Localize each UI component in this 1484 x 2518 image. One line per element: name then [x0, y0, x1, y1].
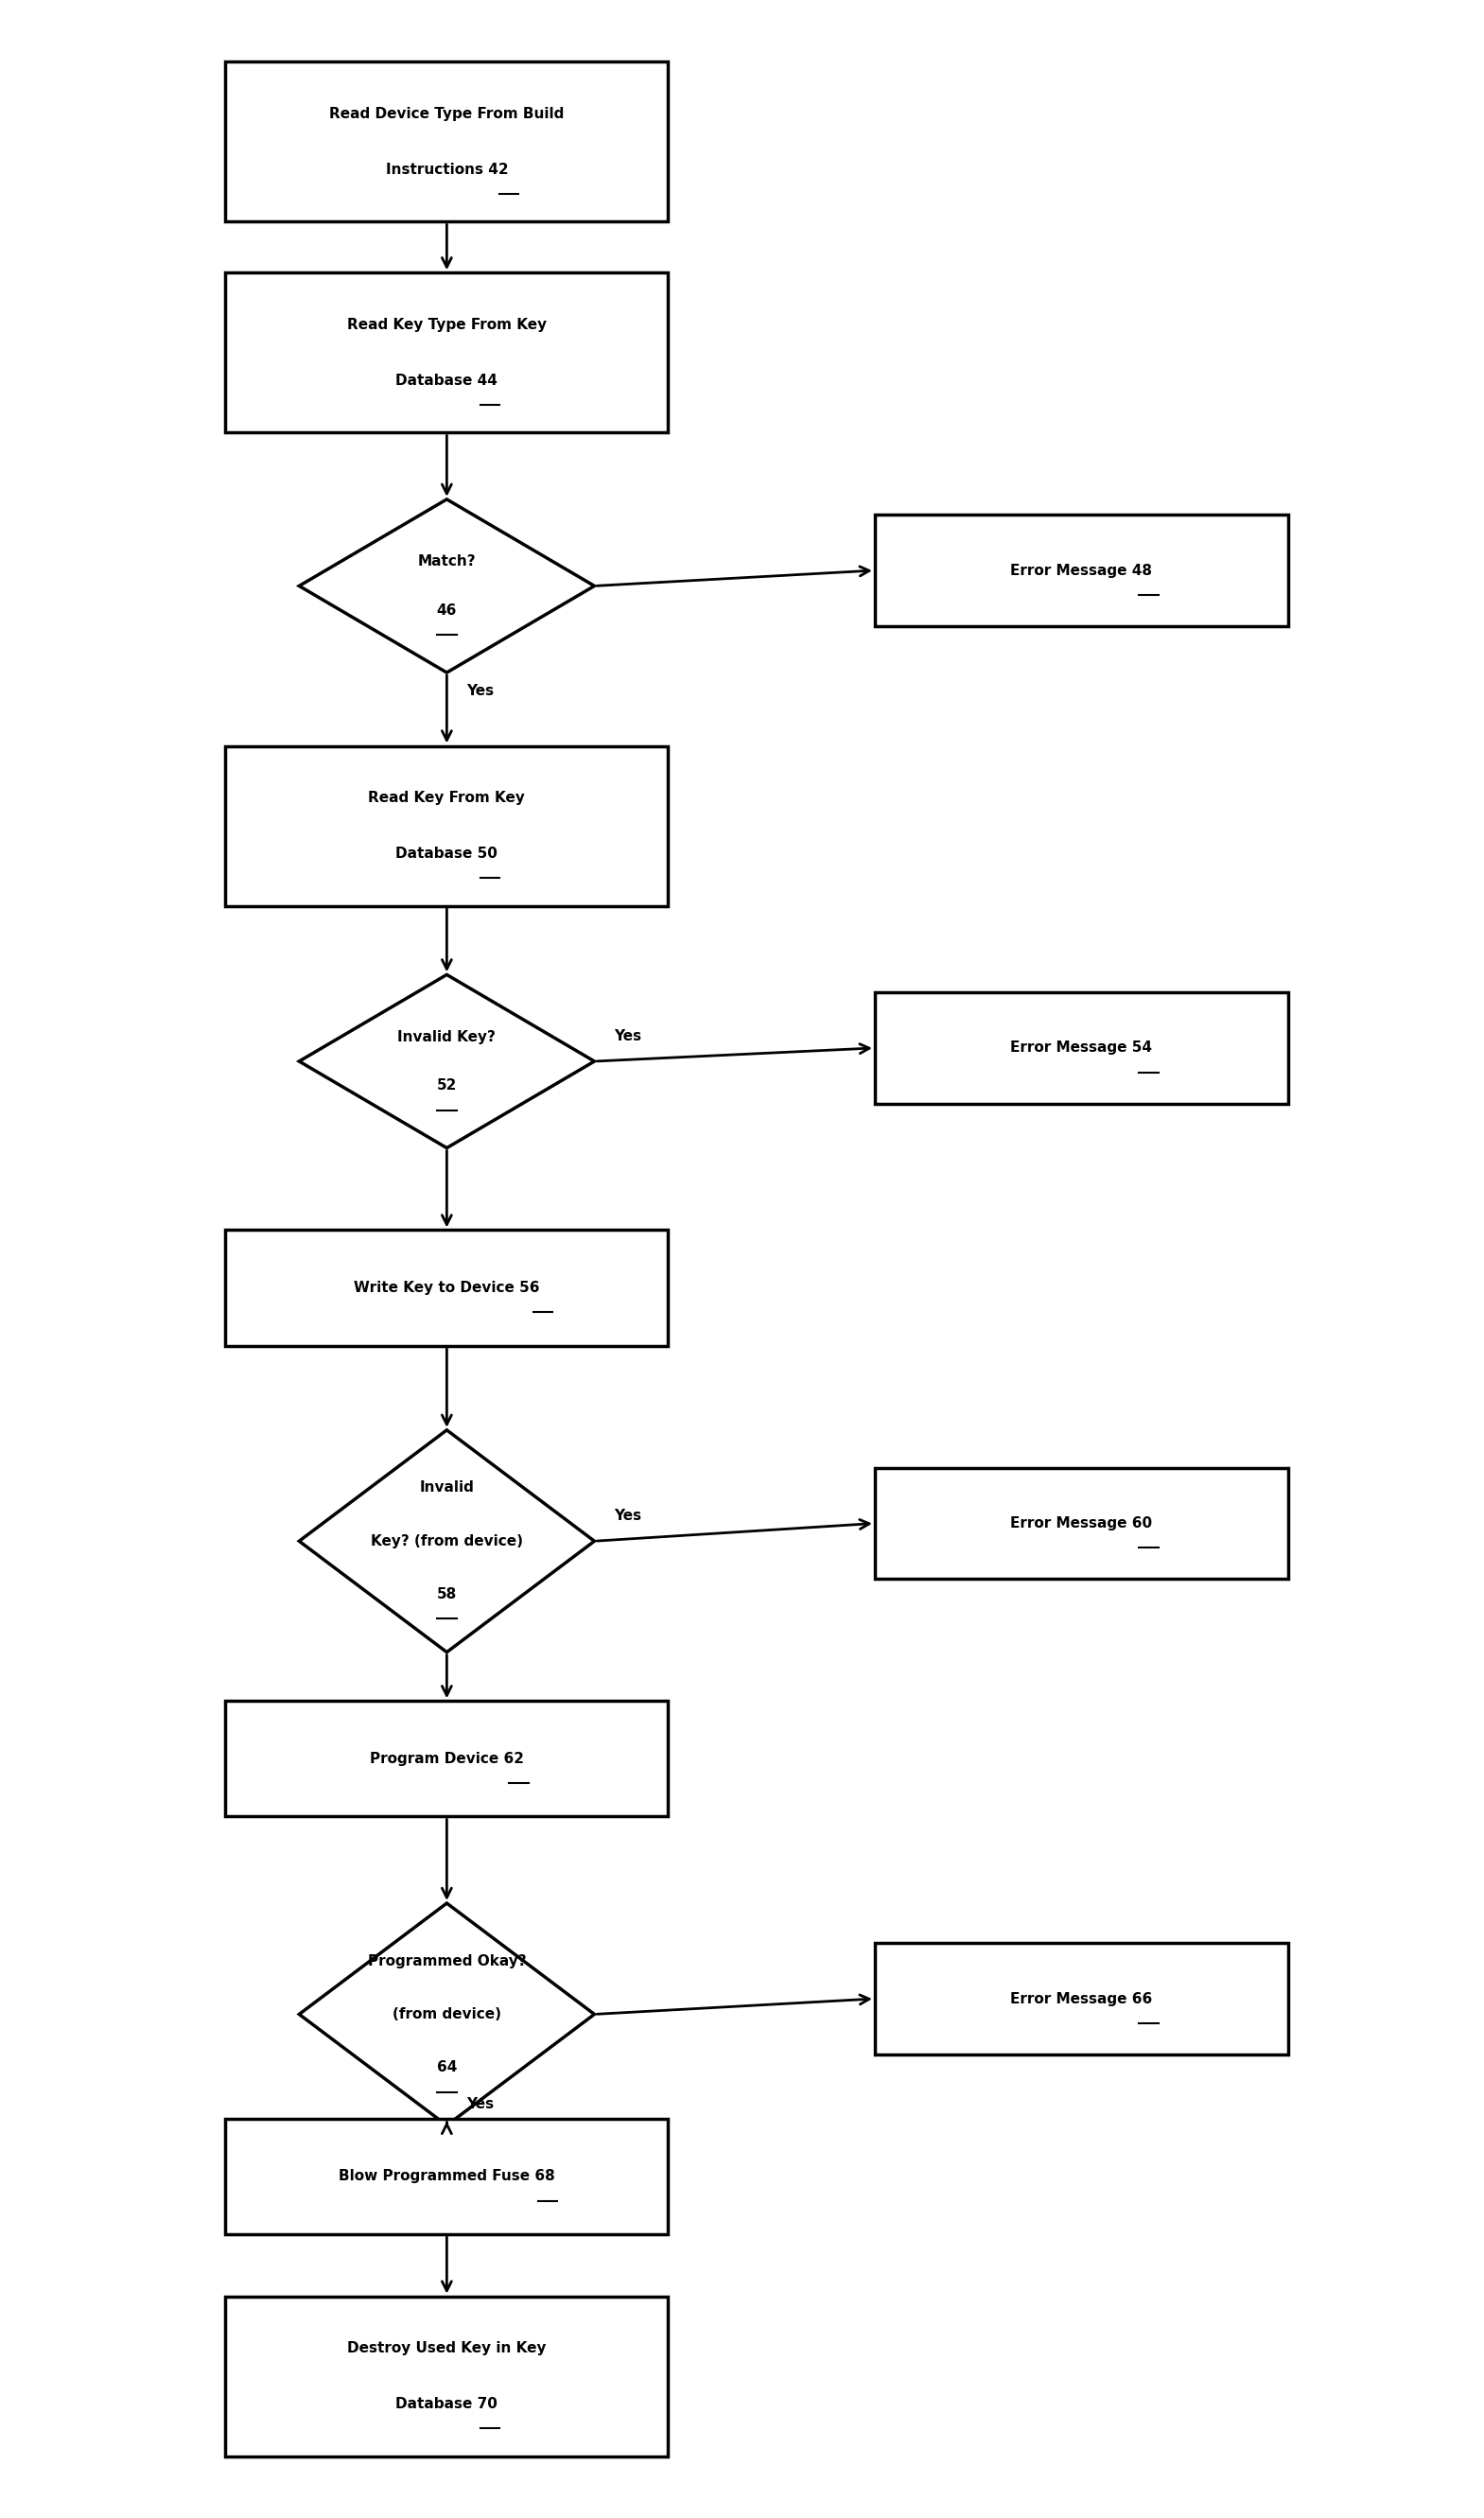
FancyBboxPatch shape [876, 992, 1288, 1103]
Text: Invalid: Invalid [420, 1481, 475, 1496]
Text: Programmed Okay?: Programmed Okay? [368, 1954, 525, 1969]
Text: Yes: Yes [613, 1030, 641, 1042]
Text: Read Key From Key: Read Key From Key [368, 791, 525, 806]
Text: Yes: Yes [466, 2097, 494, 2110]
FancyBboxPatch shape [226, 63, 668, 222]
Text: Program Device 62: Program Device 62 [370, 1753, 524, 1765]
FancyBboxPatch shape [876, 1944, 1288, 2055]
FancyBboxPatch shape [226, 272, 668, 433]
Text: Destroy Used Key in Key: Destroy Used Key in Key [347, 2342, 546, 2357]
Text: Database 44: Database 44 [396, 373, 497, 388]
Text: Instructions 42: Instructions 42 [386, 161, 508, 176]
Text: Error Message 54: Error Message 54 [1011, 1040, 1153, 1055]
FancyBboxPatch shape [226, 745, 668, 906]
FancyBboxPatch shape [226, 1231, 668, 1345]
Text: Key? (from device): Key? (from device) [371, 1533, 522, 1549]
Text: Read Key Type From Key: Read Key Type From Key [347, 317, 546, 332]
Polygon shape [300, 974, 595, 1148]
Text: 58: 58 [436, 1586, 457, 1601]
Polygon shape [300, 1904, 595, 2125]
Text: 52: 52 [436, 1078, 457, 1093]
FancyBboxPatch shape [226, 2118, 668, 2233]
FancyBboxPatch shape [876, 1468, 1288, 1579]
Text: Error Message 48: Error Message 48 [1011, 564, 1153, 577]
Text: (from device): (from device) [392, 2007, 502, 2022]
FancyBboxPatch shape [226, 1702, 668, 1815]
Polygon shape [300, 499, 595, 672]
Polygon shape [300, 1430, 595, 1652]
Text: Yes: Yes [466, 685, 494, 697]
Text: Database 50: Database 50 [396, 846, 497, 861]
Text: Write Key to Device 56: Write Key to Device 56 [353, 1282, 540, 1294]
Text: Error Message 66: Error Message 66 [1011, 1992, 1153, 2007]
Text: 46: 46 [436, 604, 457, 617]
Text: 64: 64 [436, 2060, 457, 2075]
FancyBboxPatch shape [876, 514, 1288, 627]
Text: Blow Programmed Fuse 68: Blow Programmed Fuse 68 [338, 2171, 555, 2183]
FancyBboxPatch shape [226, 2296, 668, 2455]
Text: Error Message 60: Error Message 60 [1011, 1516, 1153, 1531]
Text: Database 70: Database 70 [396, 2397, 497, 2412]
Text: Read Device Type From Build: Read Device Type From Build [329, 106, 564, 121]
Text: Yes: Yes [613, 1508, 641, 1523]
Text: Match?: Match? [417, 554, 476, 569]
Text: Invalid Key?: Invalid Key? [398, 1030, 496, 1045]
